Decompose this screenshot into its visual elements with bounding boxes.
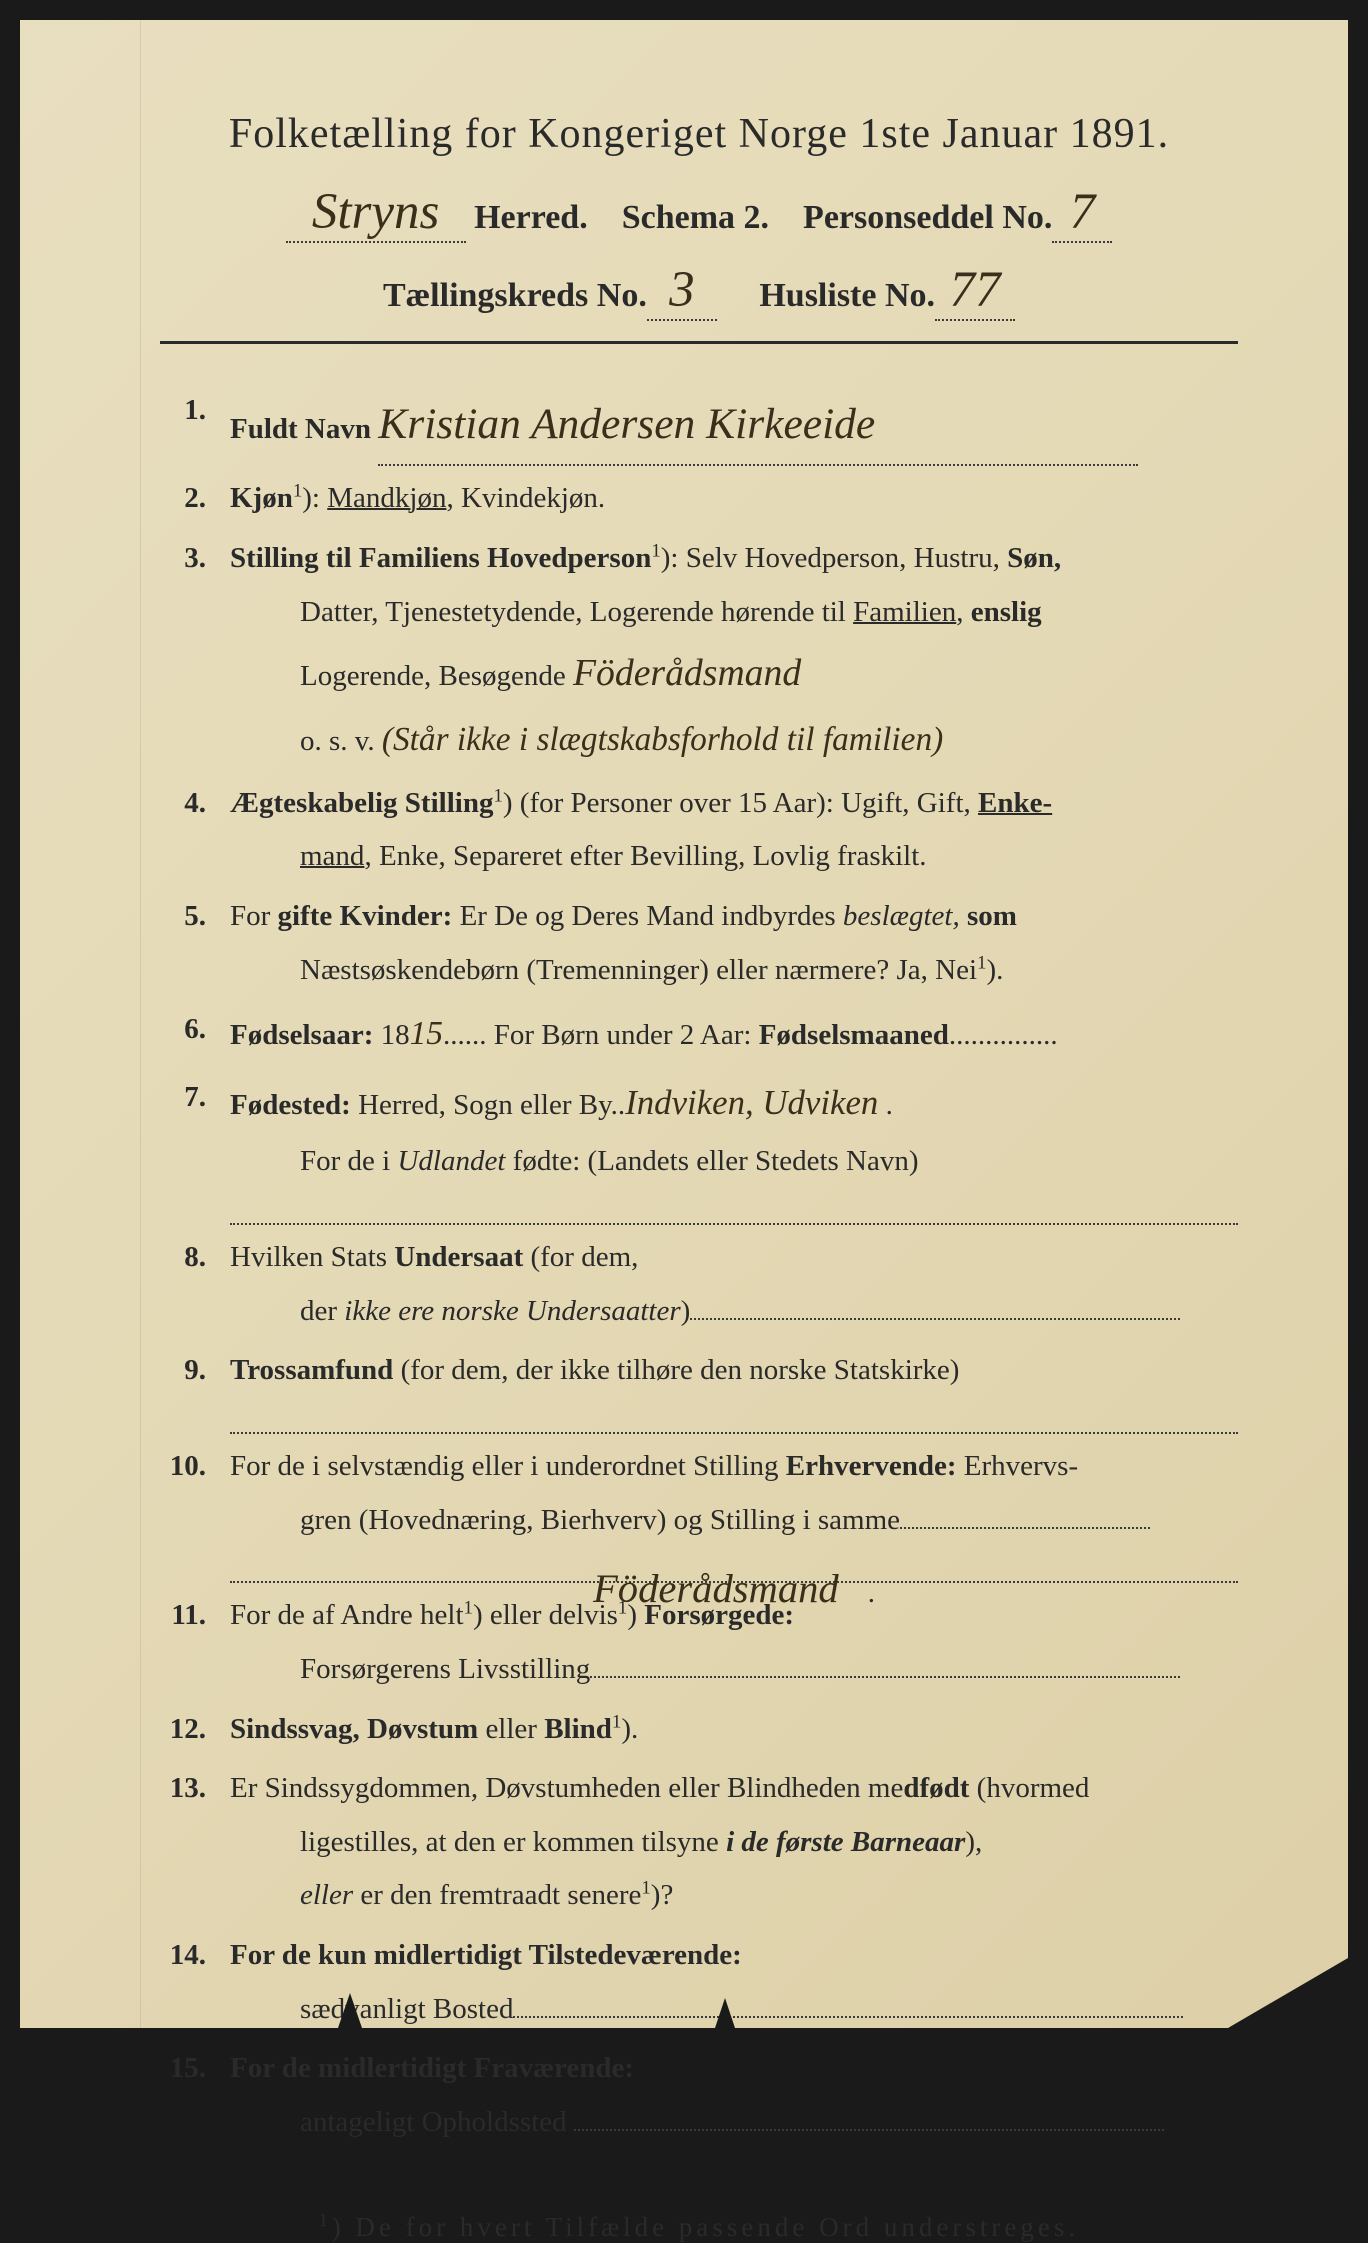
relation-note: (Står ikke i slægtskabsforhold til famil… bbox=[382, 721, 943, 758]
item-4: 4. Ægteskabelig Stilling1) (for Personer… bbox=[160, 777, 1238, 884]
item-8: 8. Hvilken Stats Undersaat (for dem, der… bbox=[160, 1231, 1238, 1338]
position-value: Föderådsmand bbox=[573, 652, 801, 694]
husliste-label: Husliste No. bbox=[759, 277, 935, 314]
husliste-value: 77 bbox=[950, 262, 1001, 318]
birth-year: 15 bbox=[410, 1015, 443, 1052]
item-6: 6. Fødselsaar: 1815...... For Børn under… bbox=[160, 1003, 1238, 1065]
tellingskreds-value: 3 bbox=[669, 262, 695, 318]
item-7: 7. Fødested: Herred, Sogn eller By..Indv… bbox=[160, 1071, 1238, 1225]
census-form-page: Folketælling for Kongeriget Norge 1ste J… bbox=[20, 20, 1348, 2028]
personseddel-value: 7 bbox=[1070, 184, 1096, 240]
item-10: 10. For de i selvstændig eller i underor… bbox=[160, 1440, 1238, 1583]
footnote: 1) De for hvert Tilfælde passende Ord un… bbox=[160, 2210, 1238, 2243]
item-14: 14. For de kun midlertidigt Tilstedevære… bbox=[160, 1929, 1238, 2036]
item-5: 5. For gifte Kvinder: Er De og Deres Man… bbox=[160, 890, 1238, 997]
tellingskreds-label: Tællingskreds No. bbox=[383, 277, 647, 314]
header-line-1: Stryns Herred. Schema 2. Personseddel No… bbox=[160, 183, 1238, 243]
birthplace: Indviken, Udviken bbox=[625, 1083, 878, 1122]
item-9: 9. Trossamfund (for dem, der ikke tilhør… bbox=[160, 1344, 1238, 1434]
herred-value: Stryns bbox=[312, 184, 440, 240]
herred-label: Herred. bbox=[474, 199, 588, 236]
form-items: 1. Fuldt Navn Kristian Andersen Kirkeeid… bbox=[160, 384, 1238, 2150]
name-value: Kristian Andersen Kirkeeide bbox=[378, 400, 875, 448]
item-12: 12. Sindssvag, Døvstum eller Blind1). bbox=[160, 1703, 1238, 1757]
item-3: 3. Stilling til Familiens Hovedperson1):… bbox=[160, 532, 1238, 771]
item-2: 2. Kjøn1): Mandkjøn, Kvindekjøn. bbox=[160, 472, 1238, 526]
item-11: 11. For de af Andre helt1) eller delvis1… bbox=[160, 1589, 1238, 1696]
schema-label: Schema 2. bbox=[622, 199, 769, 236]
personseddel-label: Personseddel No. bbox=[803, 199, 1052, 236]
item-num: 1. bbox=[160, 384, 230, 466]
item-content: Fuldt Navn Kristian Andersen Kirkeeide bbox=[230, 384, 1238, 466]
header-line-2: Tællingskreds No. 3 Husliste No. 77 bbox=[160, 261, 1238, 321]
divider bbox=[160, 341, 1238, 344]
item-15: 15. For de midlertidigt Fraværende: anta… bbox=[160, 2042, 1238, 2149]
document-title: Folketælling for Kongeriget Norge 1ste J… bbox=[160, 110, 1238, 158]
item-1: 1. Fuldt Navn Kristian Andersen Kirkeeid… bbox=[160, 384, 1238, 466]
item-13: 13. Er Sindssygdommen, Døvstumheden elle… bbox=[160, 1762, 1238, 1923]
